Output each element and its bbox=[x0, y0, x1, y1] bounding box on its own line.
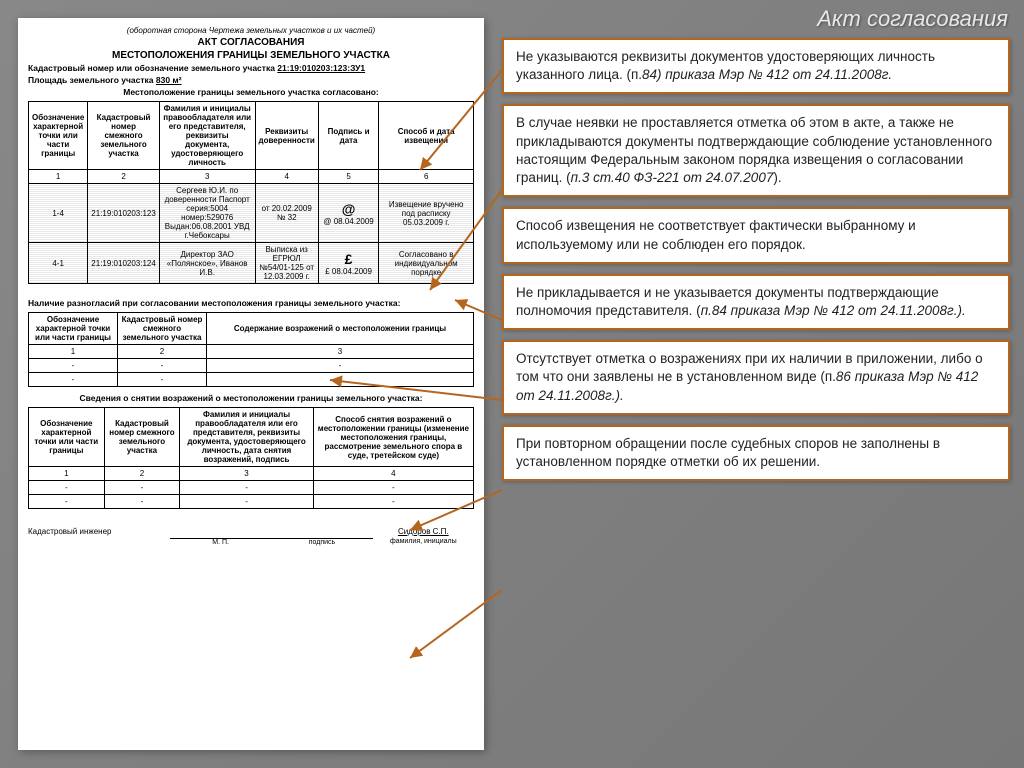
note-3: Способ извещения не соответствует фактич… bbox=[502, 207, 1010, 263]
document-panel: (оборотная сторона Чертежа земельных уча… bbox=[18, 18, 484, 750]
table-1: Обозначение характерной точки или части … bbox=[28, 101, 474, 284]
doc-heading-1: АКТ СОГЛАСОВАНИЯ bbox=[28, 37, 474, 48]
doc-heading-2: МЕСТОПОЛОЖЕНИЯ ГРАНИЦЫ ЗЕМЕЛЬНОГО УЧАСТК… bbox=[28, 50, 474, 61]
note-4: Не прикладывается и не указывается докум… bbox=[502, 274, 1010, 330]
notes-column: Не указываются реквизиты документов удос… bbox=[502, 38, 1010, 491]
section-2-title: Наличие разногласий при согласовании мес… bbox=[28, 298, 474, 308]
note-1: Не указываются реквизиты документов удос… bbox=[502, 38, 1010, 94]
note-2: В случае неявки не проставляется отметка… bbox=[502, 104, 1010, 197]
doc-line-3: Местоположение границы земельного участк… bbox=[28, 87, 474, 97]
table-2: Обозначение характерной точки или части … bbox=[28, 312, 474, 387]
note-6: При повторном обращении после судебных с… bbox=[502, 425, 1010, 481]
note-5: Отсутствует отметка о возражениях при их… bbox=[502, 340, 1010, 415]
doc-line-1: Кадастровый номер или обозначение земель… bbox=[28, 63, 474, 73]
table-3: Обозначение характерной точки или части … bbox=[28, 407, 474, 509]
doc-line-2: Площадь земельного участка 830 м² bbox=[28, 75, 474, 85]
doc-reverse-note: (оборотная сторона Чертежа земельных уча… bbox=[28, 26, 474, 35]
page-title: Акт согласования bbox=[817, 6, 1008, 32]
section-3-title: Сведения о снятии возражений о местополо… bbox=[28, 393, 474, 403]
signature-row: Кадастровый инженер М. П. подпись Сидоро… bbox=[28, 527, 474, 546]
